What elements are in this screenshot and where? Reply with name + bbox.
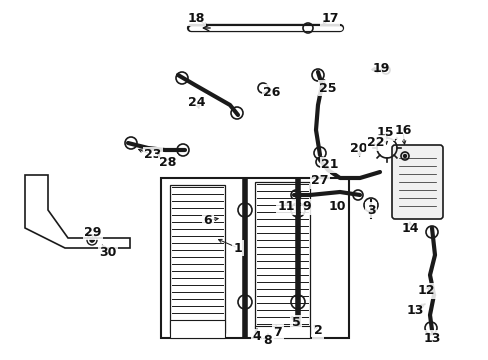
Text: 19: 19: [371, 62, 389, 75]
Text: 30: 30: [99, 247, 117, 260]
Text: 5: 5: [291, 316, 300, 329]
Text: 27: 27: [311, 175, 328, 188]
Text: 23: 23: [144, 148, 162, 162]
Bar: [254, 182, 309, 334]
Text: 16: 16: [393, 125, 411, 138]
FancyBboxPatch shape: [391, 145, 442, 219]
Bar: [170, 320, 224, 338]
Text: 1: 1: [233, 242, 242, 255]
Text: 4: 4: [252, 330, 261, 343]
Text: 8: 8: [263, 334, 272, 347]
Text: 11: 11: [277, 201, 294, 213]
Text: 13: 13: [406, 303, 423, 316]
Bar: [170, 185, 224, 333]
Text: 7: 7: [273, 325, 282, 338]
Text: 12: 12: [416, 284, 434, 297]
Text: 13: 13: [423, 332, 440, 345]
Circle shape: [90, 238, 94, 242]
Text: 24: 24: [188, 95, 205, 108]
Text: 17: 17: [321, 12, 338, 24]
Text: 2: 2: [313, 324, 322, 338]
Text: 3: 3: [366, 203, 375, 216]
Text: 15: 15: [375, 126, 393, 139]
Text: 6: 6: [203, 213, 212, 226]
Circle shape: [403, 154, 406, 158]
Text: 22: 22: [366, 136, 384, 149]
Polygon shape: [25, 175, 130, 248]
Text: 28: 28: [159, 156, 176, 168]
Text: 18: 18: [187, 12, 204, 24]
Text: 10: 10: [327, 201, 345, 213]
Text: 14: 14: [401, 221, 418, 234]
Text: 26: 26: [263, 85, 280, 99]
Bar: [254, 326, 309, 338]
Text: 20: 20: [349, 141, 367, 154]
Text: 25: 25: [319, 81, 336, 94]
Text: 21: 21: [321, 158, 338, 171]
Text: 29: 29: [84, 225, 102, 238]
Text: 9: 9: [302, 201, 311, 213]
Bar: [161, 178, 348, 338]
